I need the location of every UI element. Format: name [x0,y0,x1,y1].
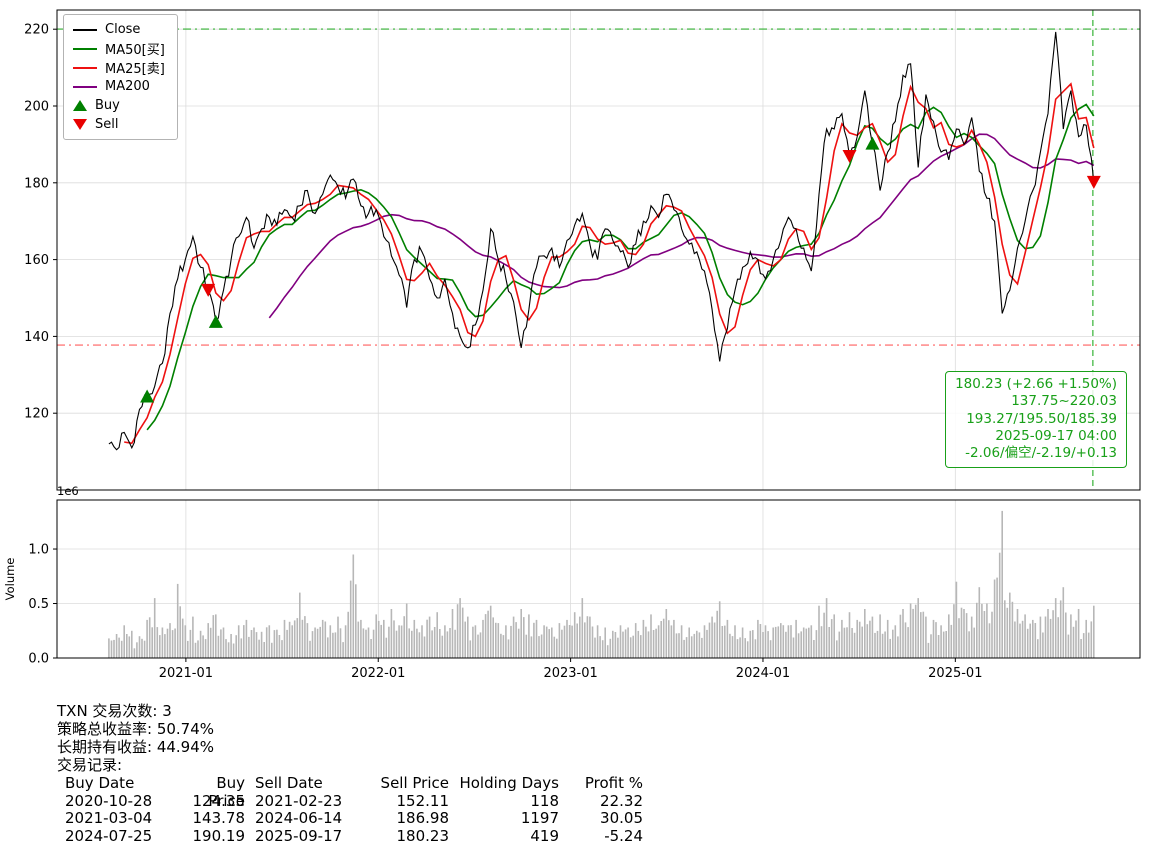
legend-item-buy: Buy [73,98,165,113]
legend-item-ma50: MA50[买] [73,41,165,58]
legend-label: Sell [95,117,119,132]
buy-marker [208,314,223,328]
price-axes-frame [56,9,1141,491]
trade-cell: 2021-03-04 [65,809,153,827]
sell-marker [842,149,857,163]
trade-row: 2020-10-28 124.35 2021-02-23 152.11 118 22.32 [57,792,1152,810]
volume-ytick-label: 1.0 [28,543,49,558]
trade-column-header: Profit % [584,774,643,792]
chart-legend: Close MA50[买] MA25[卖] MA200 Buy Sell [63,14,178,140]
legend-item-sell: Sell [73,117,165,132]
grid-lines [57,10,1140,658]
trade-cell: 190.19 [192,826,246,845]
price-ytick-label: 220 [24,23,49,38]
legend-line-swatch [73,28,97,31]
buy-marker [865,136,880,150]
legend-line-swatch [73,47,97,50]
sell-marker-icon [73,119,87,130]
trade-column-header: Holding Days [459,774,559,792]
trade-column-header: Buy Price [208,774,245,810]
volume-axis-title: Volume [3,558,17,601]
trade-row: 2024-07-25 190.19 2025-09-17 180.23 419 -5.24 [57,827,1152,845]
buy-marker [140,389,155,403]
xtick-label: 2024-01 [736,666,790,681]
hold-return-line: 长期持有收益: 44.94% [57,738,215,756]
price-ytick-label: 120 [24,407,49,422]
ma-line-3 [124,82,1095,445]
trade-column-header: Sell Date [255,774,323,792]
legend-item-ma200: MA200 [73,79,165,94]
xtick-label: 2022-01 [351,666,405,681]
trade-cell: 152.11 [396,791,450,810]
info-box-line: 2025-09-17 04:00 [995,427,1117,444]
volume-axes-frame [56,499,1141,659]
sell-marker [201,283,216,297]
volume-ytick-label: 0.0 [28,652,49,667]
trade-cell: 2024-06-14 [255,809,343,827]
legend-label: MA200 [105,79,150,94]
trade-records-table: Buy Date Buy Price Sell Date Sell Price Hold… [57,774,1152,845]
volume-scale-label: 1e6 [57,484,79,498]
xtick-label: 2025-01 [928,666,982,681]
chart-figure: 120 140 160 180 200 220 0.0 0.5 1.0 2021-01 2022-0… [3,9,1141,681]
axis-ticks: 120 140 160 180 200 220 0.0 0.5 1.0 2021-01 2022-0… [3,23,982,681]
trade-cell: 1197 [520,809,559,827]
xtick-label: 2021-01 [159,666,213,681]
xtick-label: 2023-01 [543,666,597,681]
legend-label: MA25[卖] [105,62,165,77]
volume-ytick-label: 0.5 [28,597,49,612]
legend-label: Buy [95,98,120,113]
trade-column-header: Sell Price [380,774,449,792]
trade-cell: 2025-09-17 [255,826,343,845]
trade-cell: 2021-02-23 [255,791,343,810]
trade-cell: 143.78 [192,809,246,827]
trade-count-line: TXN 交易次数: 3 [57,702,172,720]
info-box-line: -2.06/偏空/-2.19/+0.13 [965,445,1117,462]
trade-column-header: Buy Date [65,774,135,792]
legend-item-ma25: MA25[卖] [73,60,165,77]
quote-info-box: 180.23 (+2.66 +1.50%) 137.75~220.03 193.27… [945,371,1127,469]
trade-table-header: Buy Date Buy Price Sell Date Sell Price Hold… [57,774,1152,810]
volume-bars [108,510,1095,658]
legend-label: Close [105,22,141,37]
info-box-line: 180.23 (+2.66 +1.50%) [955,376,1117,392]
close-line [108,31,1095,451]
price-ytick-label: 160 [24,253,49,268]
info-box-line: 193.27/195.50/185.39 [966,410,1117,427]
trade-cell: 186.98 [396,809,450,827]
price-ytick-label: 200 [24,100,49,115]
info-box-line: 137.75~220.03 [1011,393,1117,410]
price-ytick-label: 140 [24,330,49,345]
buy-marker-icon [73,100,87,111]
chart-canvas: 120 140 160 180 200 220 0.0 0.5 1.0 2021-01 2022-0… [3,9,1141,681]
legend-line-swatch [73,66,97,69]
trade-cell: 118 [530,791,559,810]
trade-cell: 124.35 [192,791,246,810]
strategy-report: TXN 交易次数: 3 策略总收益率: 50.74% 长期持有收益: 44.94… [57,702,1152,845]
trade-cell: 22.32 [600,791,643,810]
trade-cell: 419 [530,826,559,845]
strategy-return-line: 策略总收益率: 50.74% [57,720,215,738]
sell-marker [1086,175,1101,189]
legend-item-close: Close [73,22,165,37]
legend-label: MA50[买] [105,43,165,58]
trade-cell: 2024-07-25 [65,826,153,845]
trade-cell: 180.23 [396,826,450,845]
price-ytick-label: 180 [24,176,49,191]
trade-cell: -5.24 [604,826,643,845]
trade-cell: 30.05 [600,809,643,827]
trade-records-label: 交易记录: [57,756,123,774]
trade-row: 2021-03-04 143.78 2024-06-14 186.98 1197 30.0… [57,809,1152,827]
ma-line-22 [268,133,1095,319]
legend-line-swatch [73,85,97,88]
trade-cell: 2020-10-28 [65,791,153,810]
